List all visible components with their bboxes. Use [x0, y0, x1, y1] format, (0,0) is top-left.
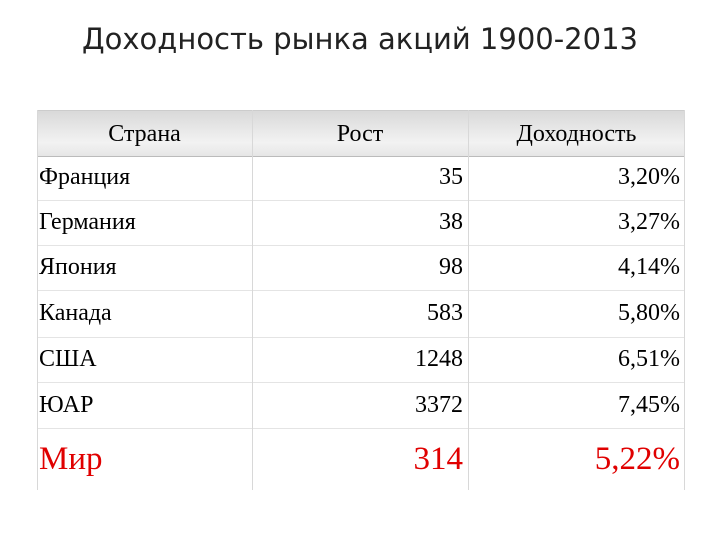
row-line	[37, 245, 685, 246]
value-cell: 7,45%	[618, 392, 680, 418]
column-header: Доходность	[516, 121, 637, 147]
value-cell: 35	[439, 164, 463, 190]
value-cell: 98	[439, 254, 463, 280]
column-header: Страна	[108, 121, 181, 147]
value-cell: 4,14%	[618, 254, 680, 280]
value-cell: 3,20%	[618, 164, 680, 190]
column-line	[684, 110, 685, 490]
header-cell-bg	[468, 110, 685, 157]
value-cell: 3372	[415, 392, 463, 418]
header-cell-bg	[252, 110, 468, 157]
column-header: Рост	[336, 121, 384, 147]
column-line	[252, 110, 253, 490]
country-cell: Япония	[39, 254, 117, 280]
country-cell: США	[39, 346, 97, 372]
value-cell: 5,80%	[618, 300, 680, 326]
value-cell: 3,27%	[618, 209, 680, 235]
value-cell: 1248	[415, 346, 463, 372]
header-cell-bg	[37, 110, 252, 157]
slide-title: Доходность рынка акций 1900-2013	[82, 22, 638, 56]
value-cell: 5,22%	[594, 441, 680, 477]
value-cell: 38	[439, 209, 463, 235]
country-cell: ЮАР	[39, 392, 94, 418]
value-cell: 6,51%	[618, 346, 680, 372]
table: Страна Рост Доходность Франция 35 3,20% Герман…	[37, 110, 685, 490]
value-cell: 583	[427, 300, 463, 326]
column-line	[468, 110, 469, 490]
country-cell: Франция	[39, 164, 131, 190]
value-cell: 314	[413, 441, 464, 477]
row-line	[37, 337, 685, 338]
row-line	[37, 290, 685, 291]
row-line	[37, 382, 685, 383]
country-cell: Мир	[39, 441, 103, 477]
country-cell: Канада	[39, 300, 112, 326]
row-line	[37, 428, 685, 429]
country-cell: Германия	[39, 209, 136, 235]
row-line	[37, 200, 685, 201]
column-line	[37, 110, 38, 490]
